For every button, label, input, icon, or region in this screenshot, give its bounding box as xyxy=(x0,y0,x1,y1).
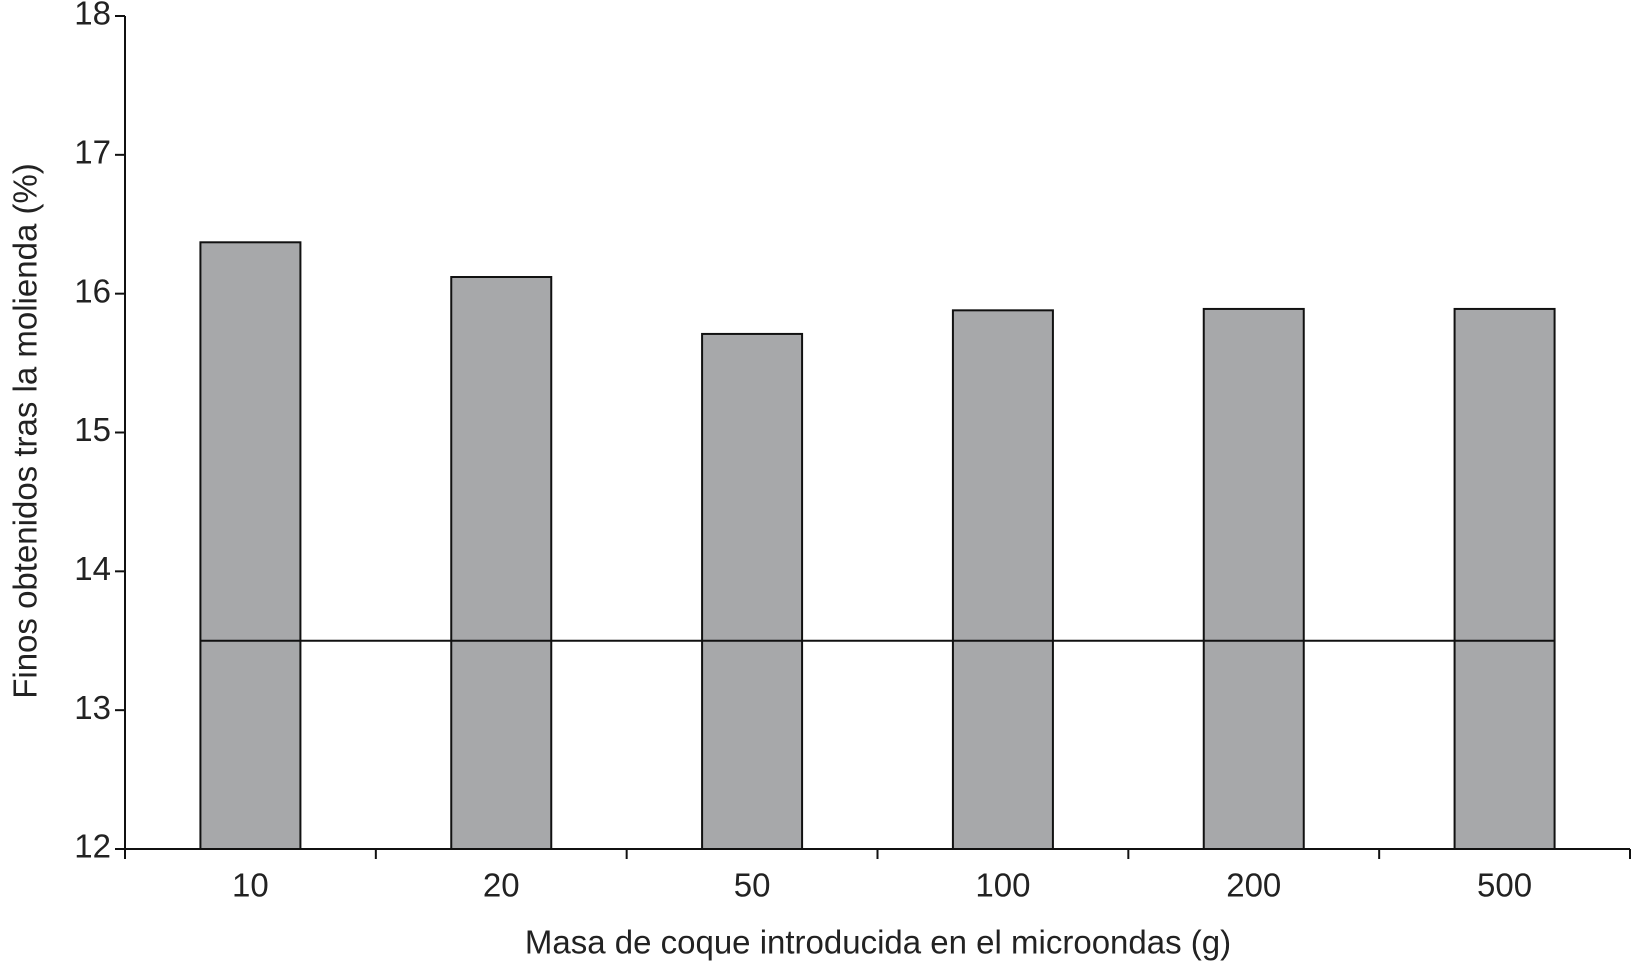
bar xyxy=(1453,307,1556,850)
bar xyxy=(701,332,804,850)
x-tick-label: 50 xyxy=(734,867,771,904)
x-tick-label: 500 xyxy=(1477,867,1532,904)
y-axis-label: Finos obtenidos tras la molienda (%) xyxy=(7,163,44,699)
x-tick-label: 10 xyxy=(232,867,269,904)
bar xyxy=(450,276,553,850)
bar xyxy=(199,241,302,850)
y-tick-label: 17 xyxy=(74,134,111,171)
bar xyxy=(951,309,1054,850)
y-tick-label: 13 xyxy=(74,689,111,726)
y-tick-label: 12 xyxy=(74,828,111,865)
x-axis-label: Masa de coque introducida en el microond… xyxy=(525,924,1231,961)
y-tick-label: 15 xyxy=(74,411,111,448)
x-tick-label: 100 xyxy=(975,867,1030,904)
x-tick-label: 20 xyxy=(483,867,520,904)
x-tick-label: 200 xyxy=(1226,867,1281,904)
y-tick-label: 16 xyxy=(74,272,111,309)
y-tick-label: 14 xyxy=(74,550,111,587)
y-tick-label: 18 xyxy=(74,0,111,32)
bar xyxy=(1202,307,1305,850)
